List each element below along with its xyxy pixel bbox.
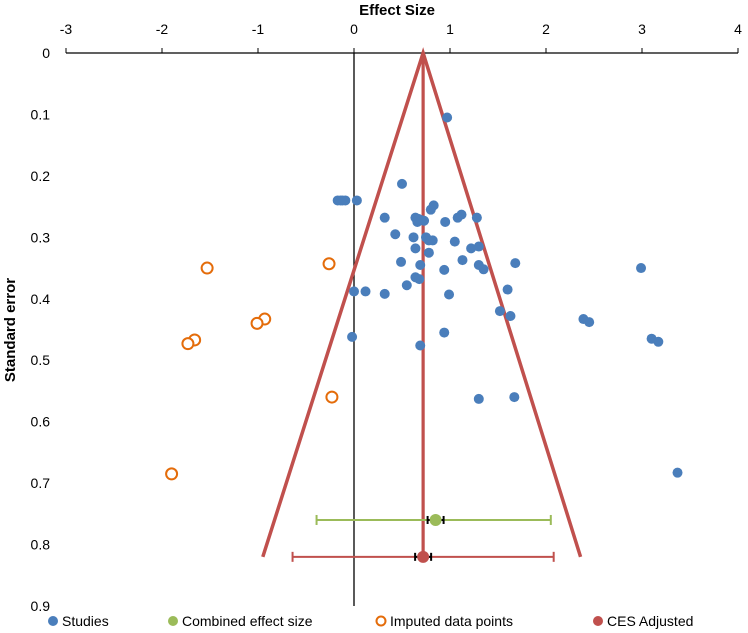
combined-estimate-point: [429, 513, 442, 526]
study-point: [349, 286, 359, 297]
study-point: [473, 241, 484, 252]
ces-adjusted-estimate-point: [417, 550, 430, 563]
study-point: [425, 204, 436, 215]
y-tick-label: 0.9: [31, 598, 51, 614]
imputed-point: [200, 261, 214, 275]
study-point: [466, 243, 477, 254]
study-point: [396, 256, 407, 267]
imputed-point: [165, 467, 179, 481]
y-tick-label: 0: [42, 45, 50, 61]
study-point: [414, 274, 425, 285]
y-tick-label: 0.8: [31, 537, 51, 553]
imputed-point: [325, 390, 339, 404]
y-axis-title: Standard error: [2, 278, 19, 382]
x-tick-label: 3: [638, 21, 646, 37]
study-point: [442, 112, 453, 123]
studies-points: [332, 112, 683, 478]
x-tick-label: -3: [60, 21, 73, 37]
study-point: [457, 255, 468, 266]
legend-marker-imputed: [375, 615, 387, 627]
study-point: [427, 235, 438, 246]
y-tick-label: 0.5: [31, 352, 51, 368]
study-point: [423, 247, 434, 258]
study-point: [505, 310, 516, 321]
legend-label-imputed: Imputed data points: [390, 613, 513, 629]
study-point: [412, 216, 423, 227]
study-point: [360, 286, 371, 297]
study-point: [584, 317, 595, 328]
y-tick-label: 0.4: [31, 291, 51, 307]
x-axis-ticks: -3 -2 -1 0 1 2 3 4: [60, 21, 742, 53]
study-point: [502, 284, 513, 295]
y-tick-label: 0.7: [31, 475, 51, 491]
study-point: [440, 216, 451, 227]
y-tick-label: 0.2: [31, 168, 51, 184]
study-point: [415, 259, 426, 270]
study-point: [509, 392, 520, 403]
study-point: [351, 195, 362, 206]
study-point: [444, 289, 455, 300]
imputed-points: [165, 257, 339, 481]
study-point: [390, 229, 401, 240]
study-point: [636, 263, 647, 274]
legend-marker-combined: [168, 616, 178, 626]
study-point: [452, 212, 463, 223]
study-point: [347, 331, 358, 342]
effect-estimates: [417, 513, 442, 563]
legend-label-combined: Combined effect size: [182, 613, 313, 629]
study-point: [410, 243, 421, 254]
study-point: [439, 264, 450, 275]
study-point: [397, 178, 407, 189]
y-tick-label: 0.6: [31, 414, 51, 430]
study-point: [653, 336, 664, 347]
study-point: [415, 340, 426, 351]
legend-marker-ces-adjusted: [593, 616, 603, 626]
study-point: [478, 264, 489, 275]
study-point: [449, 236, 460, 247]
study-point: [473, 393, 484, 404]
study-point: [379, 288, 390, 299]
study-point: [672, 467, 683, 478]
x-tick-label: 0: [350, 21, 358, 37]
legend: Studies Combined effect size Imputed dat…: [48, 613, 693, 629]
x-tick-label: -2: [156, 21, 169, 37]
x-axis-title: Effect Size: [359, 2, 435, 19]
x-tick-label: 4: [734, 21, 742, 37]
imputed-point: [322, 257, 336, 271]
legend-label-ces-adjusted: CES Adjusted: [607, 613, 693, 629]
imputed-point: [250, 316, 264, 330]
legend-marker-studies: [48, 616, 58, 626]
study-point: [401, 280, 412, 291]
study-point: [408, 232, 419, 243]
x-tick-label: 1: [446, 21, 454, 37]
x-tick-label: 2: [542, 21, 550, 37]
imputed-point: [181, 337, 195, 351]
study-point: [471, 212, 482, 223]
y-axis-ticks: 0 0.1 0.2 0.3 0.4 0.5 0.6 0.7 0.8 0.9: [31, 45, 51, 614]
y-tick-label: 0.1: [31, 106, 51, 122]
study-point: [510, 258, 521, 269]
x-tick-label: -1: [252, 21, 265, 37]
study-point: [439, 327, 450, 338]
study-point: [379, 212, 390, 223]
legend-label-studies: Studies: [62, 613, 109, 629]
study-point: [340, 195, 351, 206]
y-tick-label: 0.3: [31, 229, 51, 245]
study-point: [494, 306, 505, 317]
